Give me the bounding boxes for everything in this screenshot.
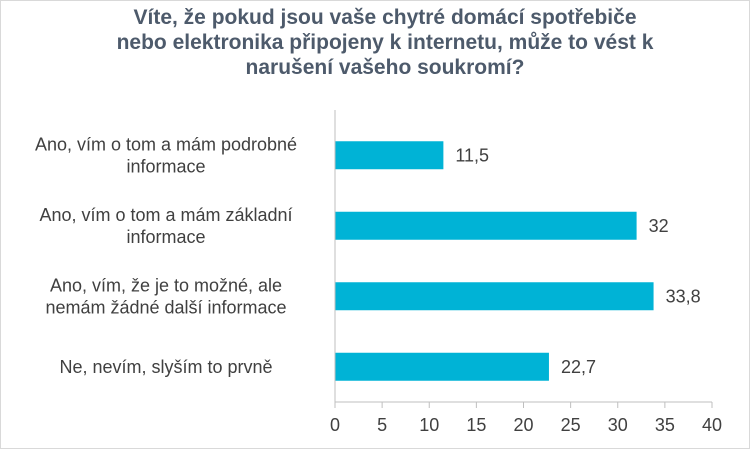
bar-2 <box>335 282 654 311</box>
x-tick-label-3: 15 <box>466 415 486 435</box>
x-tick-label-6: 30 <box>608 415 628 435</box>
x-tick-label-8: 40 <box>702 415 722 435</box>
value-label-2: 33,8 <box>666 286 701 306</box>
bar-0 <box>335 141 444 170</box>
category-label-3: Ne, nevím, slyším to prvně <box>59 357 272 377</box>
category-label-0-line-1: informace <box>126 156 205 176</box>
bar-3 <box>335 352 549 381</box>
category-label-2-line-0: Ano, vím, že je to možné, ale <box>50 275 282 295</box>
category-label-1-line-1: informace <box>126 227 205 247</box>
category-label-2-line-1: nemám žádné další informace <box>45 297 286 317</box>
chart-title-line-1: Víte, že pokud jsou vaše chytré domácí s… <box>133 6 637 29</box>
x-tick-label-2: 10 <box>419 415 439 435</box>
value-label-3: 22,7 <box>561 357 596 377</box>
x-tick-label-1: 5 <box>377 415 387 435</box>
category-label-1-line-0: Ano, vím o tom a mám základní <box>39 205 292 225</box>
x-tick-label-0: 0 <box>330 415 340 435</box>
category-label-0: Ano, vím o tom a mám podrobné informace <box>35 134 297 176</box>
category-label-1: Ano, vím o tom a mám základní informace <box>39 205 292 247</box>
value-label-0: 11,5 <box>455 145 489 165</box>
chart-title-line-3: narušení vašeho soukromí? <box>245 56 525 79</box>
x-tick-label-7: 35 <box>655 415 675 435</box>
category-label-0-line-0: Ano, vím o tom a mám podrobné <box>35 134 297 154</box>
chart-title-line-2: nebo elektronika připojeny k internetu, … <box>116 31 654 54</box>
x-tick-label-4: 20 <box>513 415 533 435</box>
bar-1 <box>335 211 637 240</box>
x-tick-label-5: 25 <box>561 415 581 435</box>
value-label-1: 32 <box>649 216 669 236</box>
chart-title: Víte, že pokud jsou vaše chytré domácí s… <box>95 5 675 80</box>
category-label-3-line-0: Ne, nevím, slyším to prvně <box>59 357 272 377</box>
category-label-2: Ano, vím, že je to možné, ale nemám žádné… <box>45 275 286 317</box>
